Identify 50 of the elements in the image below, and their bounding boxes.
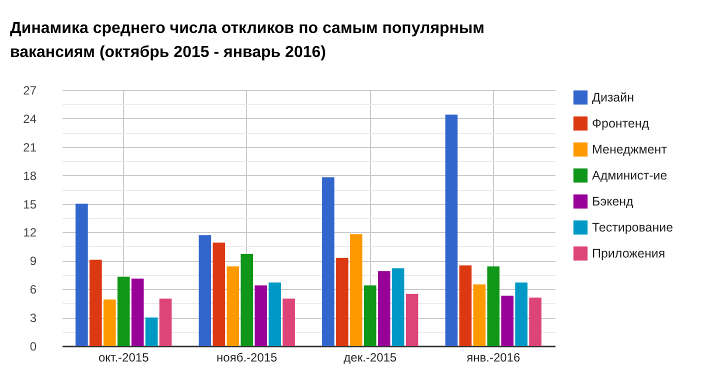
legend-label: Фронтенд	[592, 116, 650, 130]
y-tick-label: 21	[23, 140, 37, 154]
bar	[240, 254, 254, 346]
bar	[350, 234, 362, 346]
x-tick-label: нояб.-2015	[216, 350, 278, 364]
bar	[445, 114, 458, 346]
bar	[336, 258, 348, 346]
bar	[282, 298, 295, 346]
y-tick-label: 0	[30, 340, 37, 354]
bar	[378, 271, 390, 346]
y-tick-label: 27	[23, 84, 37, 98]
bar	[90, 260, 102, 346]
bar	[131, 278, 144, 346]
bar	[117, 276, 130, 346]
y-tick-label: 18	[23, 168, 37, 183]
legend-label: Админист-ие	[592, 168, 668, 182]
x-tick-label: янв.-2016	[466, 350, 520, 364]
legend-label: Приложения	[592, 246, 666, 260]
bar	[487, 266, 500, 346]
bar	[392, 268, 404, 346]
x-tick-label: окт.-2015	[98, 350, 150, 364]
legend-label: Тестирование	[592, 220, 674, 234]
y-tick-label: 3	[30, 311, 37, 326]
bar	[459, 265, 472, 346]
bar	[322, 177, 334, 346]
bar	[159, 298, 172, 346]
bar	[529, 298, 542, 346]
y-tick-label: 6	[30, 282, 37, 297]
bar	[76, 204, 88, 346]
bar	[145, 318, 158, 346]
bar	[226, 266, 240, 346]
bar	[473, 284, 486, 346]
bar	[254, 285, 267, 346]
y-tick-label: 9	[30, 254, 37, 268]
legend-label: Дизайн	[592, 90, 634, 104]
bar	[268, 282, 281, 346]
legend-label: Бэкенд	[592, 194, 634, 208]
chart-title: Динамика среднего числа откликов по самым популярным вакансиям (октябрь 2015 - январь 2016)	[10, 20, 484, 61]
bar	[515, 282, 528, 346]
bar	[501, 296, 514, 346]
x-tick-label: дек.-2015	[344, 350, 397, 364]
bar	[212, 242, 226, 346]
bar	[406, 294, 418, 346]
legend-label: Менеджмент	[592, 142, 668, 156]
bar	[198, 235, 212, 346]
y-tick-label: 24	[23, 112, 37, 126]
y-tick-label: 12	[23, 226, 37, 240]
bar	[364, 285, 376, 346]
bar	[104, 300, 116, 346]
y-tick-label: 15	[23, 197, 37, 212]
